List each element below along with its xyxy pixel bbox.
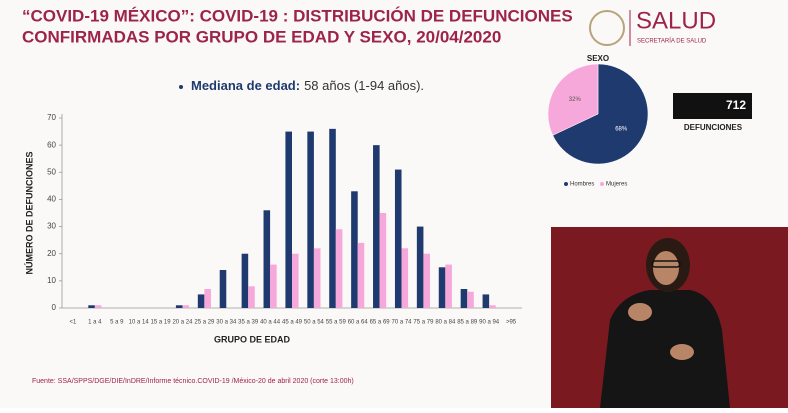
- legend-label: Hombres: [570, 182, 594, 188]
- bar: [423, 253, 430, 308]
- x-tick-label: 1 a 4: [88, 320, 102, 326]
- bar: [241, 253, 249, 308]
- x-tick-label: 50 a 54: [304, 320, 325, 326]
- x-tick-label: 60 a 64: [348, 320, 369, 326]
- x-tick-label: 10 a 14: [129, 320, 150, 326]
- x-tick-label: 5 a 9: [110, 320, 124, 326]
- pie-slice: [552, 63, 649, 165]
- logo-emblem: [589, 10, 625, 46]
- x-tick-label: >95: [506, 320, 517, 326]
- x-tick-label: 85 a 89: [457, 320, 478, 326]
- y-axis-label: NÚMERO DE DEFUNCIONES: [23, 151, 34, 274]
- bar: [329, 128, 336, 308]
- total-label: DEFUNCIONES: [684, 123, 743, 132]
- median-label: Mediana de edad:: [191, 78, 300, 93]
- bar: [94, 305, 102, 308]
- median-value: 58 años (1-94 años).: [304, 78, 424, 93]
- legend-swatch: [600, 182, 604, 186]
- median: Mediana de edad: 58 años (1-94 años).: [191, 78, 424, 93]
- bar: [401, 248, 409, 308]
- x-tick-label: <1: [70, 320, 78, 326]
- bar: [379, 213, 387, 308]
- y-tick-label: 70: [47, 113, 56, 122]
- bar: [467, 291, 474, 308]
- x-tick-label: 80 a 84: [435, 320, 456, 326]
- bar: [263, 210, 271, 308]
- bar: [416, 226, 424, 308]
- interpreter-body: [600, 290, 730, 408]
- logo: SALUD: [636, 7, 716, 34]
- bar: [335, 229, 343, 308]
- x-tick-label: 30 a 34: [216, 320, 237, 326]
- x-tick-label: 25 a 29: [194, 320, 215, 326]
- source: Fuente: SSA/SPPS/DGE/DIE/InDRE/Informe t…: [32, 378, 354, 385]
- x-axis-label: GRUPO DE EDAD: [214, 334, 291, 344]
- x-tick-label: 20 a 24: [172, 320, 193, 326]
- bar: [285, 131, 292, 308]
- slice-label: 68%: [615, 126, 628, 132]
- y-tick-label: 10: [47, 276, 56, 285]
- interpreter-glasses: [651, 260, 681, 268]
- slide-title: CONFIRMADAS POR GRUPO DE EDAD Y SEXO, 20…: [22, 27, 501, 46]
- bar: [460, 289, 468, 308]
- x-tick-label: 40 a 44: [260, 320, 281, 326]
- x-tick-label: 75 a 79: [413, 320, 434, 326]
- pie-slice: [547, 63, 599, 136]
- legend-label: Mujeres: [606, 182, 627, 188]
- bar: [445, 264, 452, 308]
- bar: [357, 242, 365, 308]
- bar: [175, 305, 183, 308]
- bar: [88, 305, 95, 308]
- legend-swatch: [564, 182, 568, 186]
- y-tick-label: 50: [47, 167, 56, 176]
- bar: [182, 305, 190, 308]
- bar: [489, 305, 496, 308]
- x-tick-label: 65 a 69: [370, 320, 391, 326]
- y-tick-label: 40: [47, 195, 56, 204]
- bar: [307, 131, 314, 308]
- video-panel: [551, 227, 788, 408]
- x-tick-label: 90 a 94: [479, 320, 500, 326]
- total: 712: [726, 98, 746, 112]
- bar: [351, 191, 358, 308]
- bar: [204, 289, 211, 308]
- interpreter-hand: [628, 303, 652, 321]
- x-tick-label: 45 a 49: [282, 320, 303, 326]
- bar: [219, 270, 227, 308]
- x-tick-label: 15 a 19: [151, 320, 172, 326]
- bullet: [179, 85, 183, 89]
- bar: [292, 253, 299, 308]
- bar: [394, 169, 402, 308]
- bar: [482, 294, 490, 308]
- interpreter-face: [653, 251, 679, 285]
- slide-title: “COVID-19 MÉXICO”: COVID-19 : DISTRIBUCI…: [22, 6, 573, 25]
- bar: [438, 267, 446, 308]
- bar: [197, 294, 205, 308]
- y-tick-label: 20: [47, 249, 56, 258]
- logo-subtitle: SECRETARÍA DE SALUD: [637, 38, 707, 45]
- x-tick-label: 70 a 74: [392, 320, 413, 326]
- x-tick-label: 35 a 39: [238, 320, 259, 326]
- y-tick-label: 0: [52, 303, 57, 312]
- bar: [313, 248, 321, 308]
- y-tick-label: 30: [47, 222, 56, 231]
- x-tick-label: 55 a 59: [326, 320, 347, 326]
- bar: [270, 264, 277, 308]
- y-tick-label: 60: [47, 140, 56, 149]
- interpreter-hand: [670, 344, 694, 360]
- slice-label: 32%: [569, 97, 582, 103]
- bar: [373, 145, 380, 308]
- total-box: [673, 93, 752, 119]
- pie-title: SEXO: [587, 54, 609, 63]
- bar: [248, 286, 255, 308]
